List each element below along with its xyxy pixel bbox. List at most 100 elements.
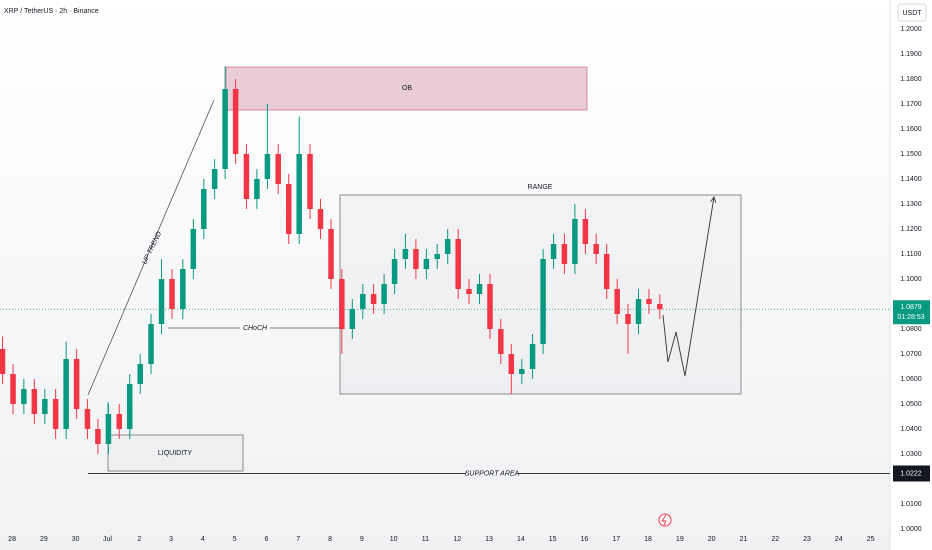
candle-body: [243, 154, 250, 199]
y-tick-label: 1.1200: [900, 226, 922, 233]
candle-body: [73, 359, 80, 409]
x-tick-label: 15: [549, 536, 557, 543]
event-icon: [658, 513, 672, 527]
candle-body: [158, 279, 165, 324]
liquidity-box: [107, 434, 244, 472]
candle-body: [370, 294, 377, 304]
x-tick-label: 22: [771, 536, 779, 543]
candle-body: [529, 344, 536, 369]
projection-path: [662, 197, 714, 377]
candle-body: [63, 359, 69, 429]
currency: USDT: [902, 10, 922, 17]
candle-body: [487, 284, 493, 329]
y-tick-label: 1.0700: [900, 351, 922, 358]
candle-body: [455, 239, 461, 289]
candle-body: [339, 279, 345, 329]
x-tick-label: 25: [867, 536, 875, 543]
candle-body: [603, 254, 610, 289]
x-tick-label: 5: [233, 536, 237, 543]
candle-body: [476, 284, 483, 294]
candle-body: [360, 294, 366, 309]
y-tick-label: 1.1800: [900, 76, 922, 83]
y-tick-label: 1.2000: [900, 26, 922, 33]
candle-body: [116, 414, 122, 429]
x-tick-label: 19: [676, 536, 684, 543]
candle-body: [31, 389, 38, 414]
candle-body: [307, 154, 313, 209]
candle-body: [391, 259, 398, 284]
x-tick-label: 20: [708, 536, 716, 543]
y-tick-label: 1.1000: [900, 276, 922, 283]
x-tick-label: 8: [328, 536, 332, 543]
candle-body: [285, 184, 292, 234]
candle-body: [52, 399, 59, 429]
y-tick-label: 1.0100: [900, 501, 922, 508]
y-tick-label: 1.1500: [900, 151, 922, 158]
x-tick-label: 10: [390, 536, 398, 543]
support-label: SUPPORT AREA: [465, 470, 520, 477]
candle-body: [614, 289, 620, 314]
x-tick-label: 4: [201, 536, 205, 543]
countdown-label: 01:28:53: [897, 314, 924, 321]
candle-body: [317, 209, 324, 229]
candle-body: [148, 324, 154, 364]
candle-body: [180, 269, 186, 309]
x-tick-label: 7: [296, 536, 300, 543]
candle-body: [540, 259, 546, 344]
x-tick-label: 18: [644, 536, 652, 543]
chart-layer: 1.00001.01001.02001.03001.04001.05001.06…: [0, 26, 930, 543]
x-tick-label: 12: [453, 536, 461, 543]
candle-body: [42, 399, 48, 414]
candle-body: [593, 244, 599, 254]
y-tick-label: 1.1600: [900, 126, 922, 133]
y-tick-label: 1.0300: [900, 451, 922, 458]
ob-zone: [225, 66, 588, 111]
y-tick-label: 1.0800: [900, 326, 922, 333]
y-tick-label: 1.1700: [900, 101, 922, 108]
candle-body: [646, 299, 652, 304]
candle-body: [126, 384, 133, 429]
x-tick-label: 30: [72, 536, 80, 543]
event-bolt: [661, 514, 667, 526]
choch-bg: [240, 322, 270, 334]
candle-body: [444, 239, 451, 254]
candle-body: [0, 349, 6, 374]
candle-body: [95, 429, 101, 444]
x-tick-label: 6: [265, 536, 269, 543]
candle-body: [423, 259, 430, 269]
candle-body: [572, 219, 578, 264]
x-tick-label: 29: [40, 536, 48, 543]
y-tick-label: 1.1300: [900, 201, 922, 208]
x-tick-label: 23: [803, 536, 811, 543]
candle-body: [222, 89, 228, 169]
candle-body: [105, 414, 112, 444]
x-tick-label: 11: [422, 536, 429, 543]
liquidity-label: LIQUIDITY: [158, 450, 193, 457]
x-tick-label: 17: [612, 536, 620, 543]
x-tick-label: 3: [169, 536, 173, 543]
x-tick-label: 28: [8, 536, 16, 543]
x-tick-label: Jul: [103, 536, 112, 543]
choch-label: CHoCH: [243, 325, 268, 332]
candle-body: [466, 289, 472, 294]
candle-body: [10, 374, 16, 404]
candle-body: [413, 249, 419, 269]
x-tick-label: 9: [360, 536, 364, 543]
last-price-box: [893, 300, 930, 325]
candle-body: [381, 284, 387, 304]
last-price-label: 1.0879: [900, 304, 922, 311]
y-tick-label: 1.1400: [900, 176, 922, 183]
candle-body: [169, 279, 175, 309]
candle-body: [550, 244, 557, 259]
x-tick-label: 16: [581, 536, 589, 543]
y-tick-label: 1.0400: [900, 426, 922, 433]
candle-body: [434, 254, 440, 259]
y-tick-label: 1.1900: [900, 51, 922, 58]
x-tick-label: 21: [740, 536, 748, 543]
candle-body: [201, 189, 207, 229]
y-tick-label: 1.0000: [900, 526, 922, 533]
currency-box: [897, 3, 927, 22]
candle-body: [349, 309, 356, 329]
chart-title: XRP / TetherUS · 2h · Binance: [4, 8, 99, 15]
y-tick-label: 1.0500: [900, 401, 922, 408]
